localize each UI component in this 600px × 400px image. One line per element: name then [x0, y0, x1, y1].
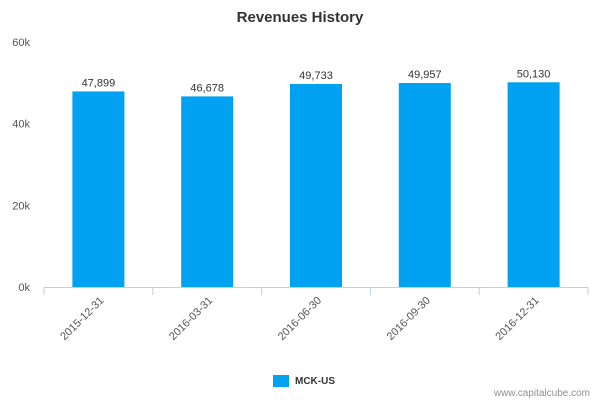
bar: [507, 82, 560, 288]
bar: [290, 83, 342, 287]
bars: [72, 82, 560, 288]
x-tick-label: 2016-12-31: [493, 295, 541, 343]
y-tick-label: 40k: [12, 119, 30, 131]
bar: [398, 83, 451, 288]
data-label: 46,678: [190, 82, 224, 94]
y-tick-label: 20k: [12, 200, 30, 212]
bar: [72, 91, 125, 287]
bar: [181, 96, 234, 287]
data-label: 49,733: [299, 70, 333, 82]
credit-text: www.capitalcube.com: [493, 388, 590, 399]
x-tick-label: 2016-06-30: [276, 295, 324, 343]
y-tick-label: 60k: [12, 37, 30, 49]
y-tick-label: 0k: [18, 282, 30, 294]
legend-swatch-mck-us[interactable]: [273, 375, 289, 387]
x-tick-label: 2016-03-31: [167, 295, 215, 343]
data-labels: 47,899 46,678 49,733 49,957 50,130: [82, 68, 551, 94]
data-label: 49,957: [408, 69, 442, 81]
chart-title: Revenues History: [237, 9, 364, 26]
x-axis: 2015-12-31 2016-03-31 2016-06-30 2016-09-30…: [43, 287, 589, 343]
data-label: 50,130: [517, 68, 551, 80]
x-tick-label: 2015-12-31: [58, 295, 106, 343]
data-label: 47,899: [82, 77, 116, 89]
x-tick-label: 2016-09-30: [385, 295, 433, 343]
y-axis: 0k 20k 40k 60k: [12, 37, 30, 294]
legend[interactable]: MCK-US: [273, 375, 335, 387]
legend-label-mck-us[interactable]: MCK-US: [295, 376, 335, 387]
